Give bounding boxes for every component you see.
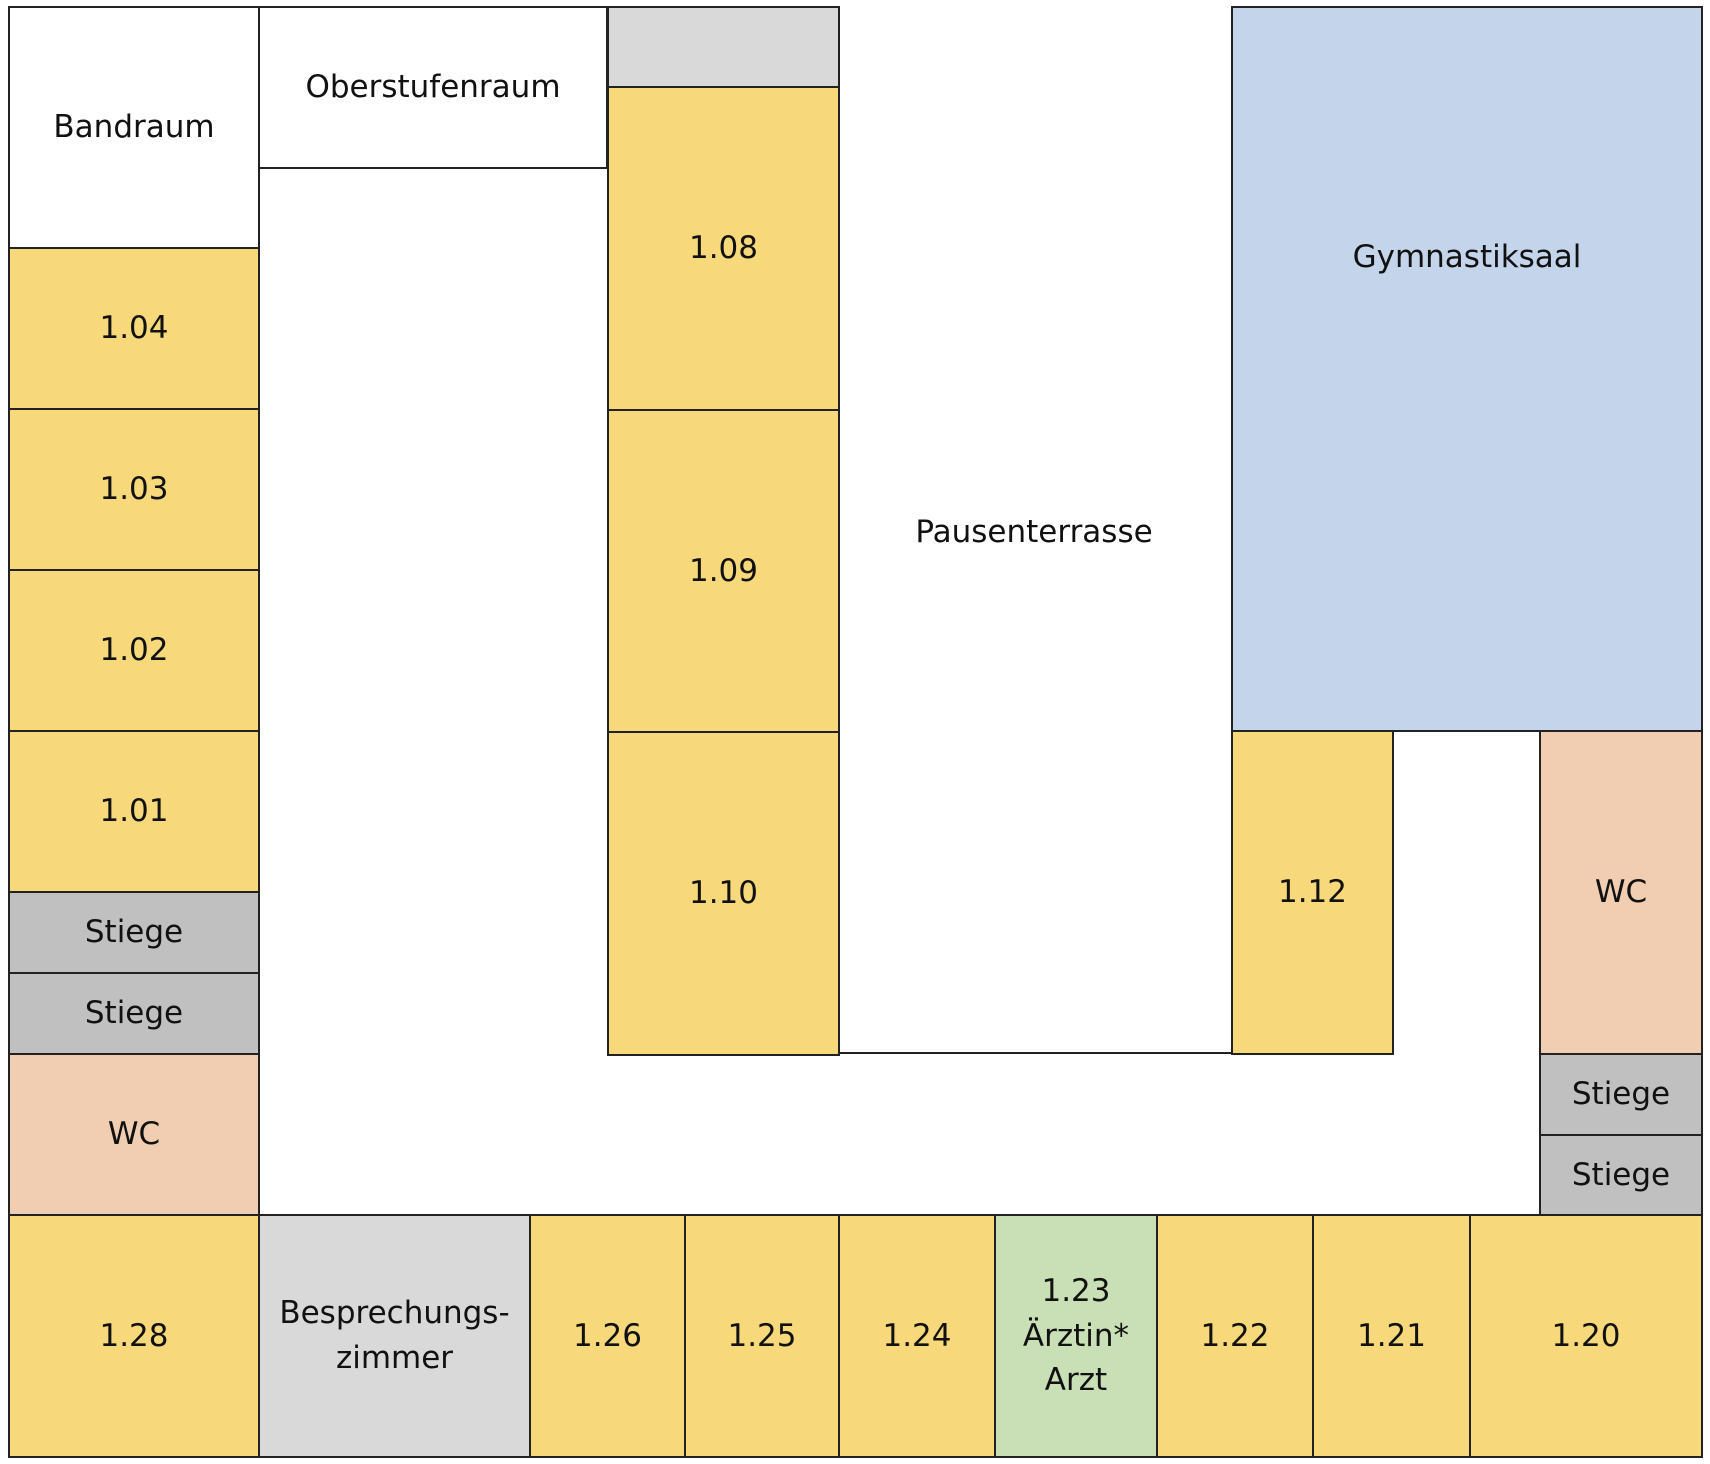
room-label: 1.25 bbox=[727, 1317, 797, 1354]
room-label: 1.26 bbox=[572, 1317, 643, 1354]
room-gymnastiksaal[interactable]: Gymnastiksaal bbox=[1231, 6, 1703, 732]
room-1-10[interactable]: 1.10 bbox=[607, 731, 840, 1056]
room-1-08[interactable]: 1.08 bbox=[607, 86, 840, 411]
room-stiege-left-1[interactable]: Stiege bbox=[8, 891, 260, 974]
room-1-03[interactable]: 1.03 bbox=[8, 408, 260, 571]
room-wc-left[interactable]: WC bbox=[8, 1053, 260, 1216]
room-1-09[interactable]: 1.09 bbox=[607, 409, 840, 733]
room-label: WC bbox=[107, 1116, 161, 1153]
label-pausenterrasse: Pausenterrasse bbox=[915, 514, 1153, 550]
room-label: 1.04 bbox=[99, 310, 169, 347]
room-label: 1.21 bbox=[1356, 1317, 1427, 1354]
room-label: Bandraum bbox=[53, 109, 215, 146]
room-1-22[interactable]: 1.22 bbox=[1156, 1214, 1314, 1458]
room-label: 1.10 bbox=[688, 875, 759, 912]
room-label: 1.12 bbox=[1277, 874, 1348, 911]
room-1-21[interactable]: 1.21 bbox=[1312, 1214, 1471, 1458]
room-stiege-right-1[interactable]: Stiege bbox=[1539, 1053, 1703, 1136]
room-label: Stiege bbox=[84, 995, 184, 1032]
room-label: 1.24 bbox=[882, 1317, 952, 1354]
room-label: Stiege bbox=[84, 914, 184, 951]
room-stiege-right-2[interactable]: Stiege bbox=[1539, 1134, 1703, 1216]
room-1-12[interactable]: 1.12 bbox=[1231, 730, 1394, 1055]
room-1-04[interactable]: 1.04 bbox=[8, 247, 260, 410]
room-label: 1.01 bbox=[99, 793, 169, 830]
room-besprechungszimmer[interactable]: Besprechungs- zimmer bbox=[258, 1214, 531, 1458]
room-label: 1.03 bbox=[99, 471, 169, 508]
room-bandraum[interactable]: Bandraum bbox=[8, 6, 260, 249]
room-wc-right[interactable]: WC bbox=[1539, 730, 1703, 1055]
room-label: 1.08 bbox=[688, 230, 759, 267]
room-oberstufenraum[interactable]: Oberstufenraum bbox=[258, 6, 608, 169]
room-1-24[interactable]: 1.24 bbox=[838, 1214, 996, 1458]
room-label: 1.22 bbox=[1200, 1317, 1270, 1354]
room-1-25[interactable]: 1.25 bbox=[684, 1214, 840, 1458]
room-1-28[interactable]: 1.28 bbox=[8, 1214, 260, 1458]
room-1-02[interactable]: 1.02 bbox=[8, 569, 260, 732]
terrace-wall bbox=[838, 1052, 1233, 1054]
room-label: 1.23 Ärztin* Arzt bbox=[1022, 1272, 1130, 1399]
room-label: 1.28 bbox=[99, 1317, 169, 1354]
room-label: 1.02 bbox=[99, 632, 169, 669]
room-1-26[interactable]: 1.26 bbox=[529, 1214, 686, 1458]
room-label: Stiege bbox=[1571, 1156, 1671, 1193]
room-grey-top[interactable] bbox=[607, 6, 840, 88]
room-1-23-arzt[interactable]: 1.23 Ärztin* Arzt bbox=[994, 1214, 1158, 1458]
room-1-20[interactable]: 1.20 bbox=[1469, 1214, 1703, 1458]
room-label: WC bbox=[1594, 874, 1648, 911]
room-label: 1.20 bbox=[1551, 1317, 1621, 1354]
room-label: Gymnastiksaal bbox=[1352, 238, 1582, 275]
room-label: 1.09 bbox=[688, 552, 759, 589]
room-label: Besprechungs- zimmer bbox=[279, 1295, 510, 1376]
room-label: Oberstufenraum bbox=[305, 69, 561, 106]
room-stiege-left-2[interactable]: Stiege bbox=[8, 972, 260, 1055]
room-label: Stiege bbox=[1571, 1076, 1671, 1113]
room-1-01[interactable]: 1.01 bbox=[8, 730, 260, 893]
